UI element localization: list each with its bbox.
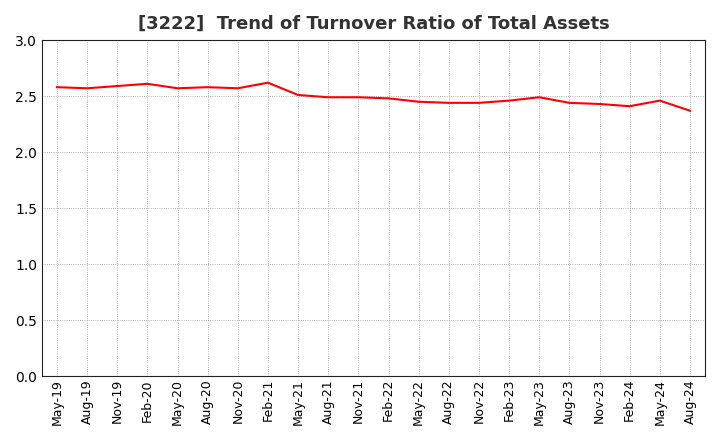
Title: [3222]  Trend of Turnover Ratio of Total Assets: [3222] Trend of Turnover Ratio of Total … bbox=[138, 15, 609, 33]
